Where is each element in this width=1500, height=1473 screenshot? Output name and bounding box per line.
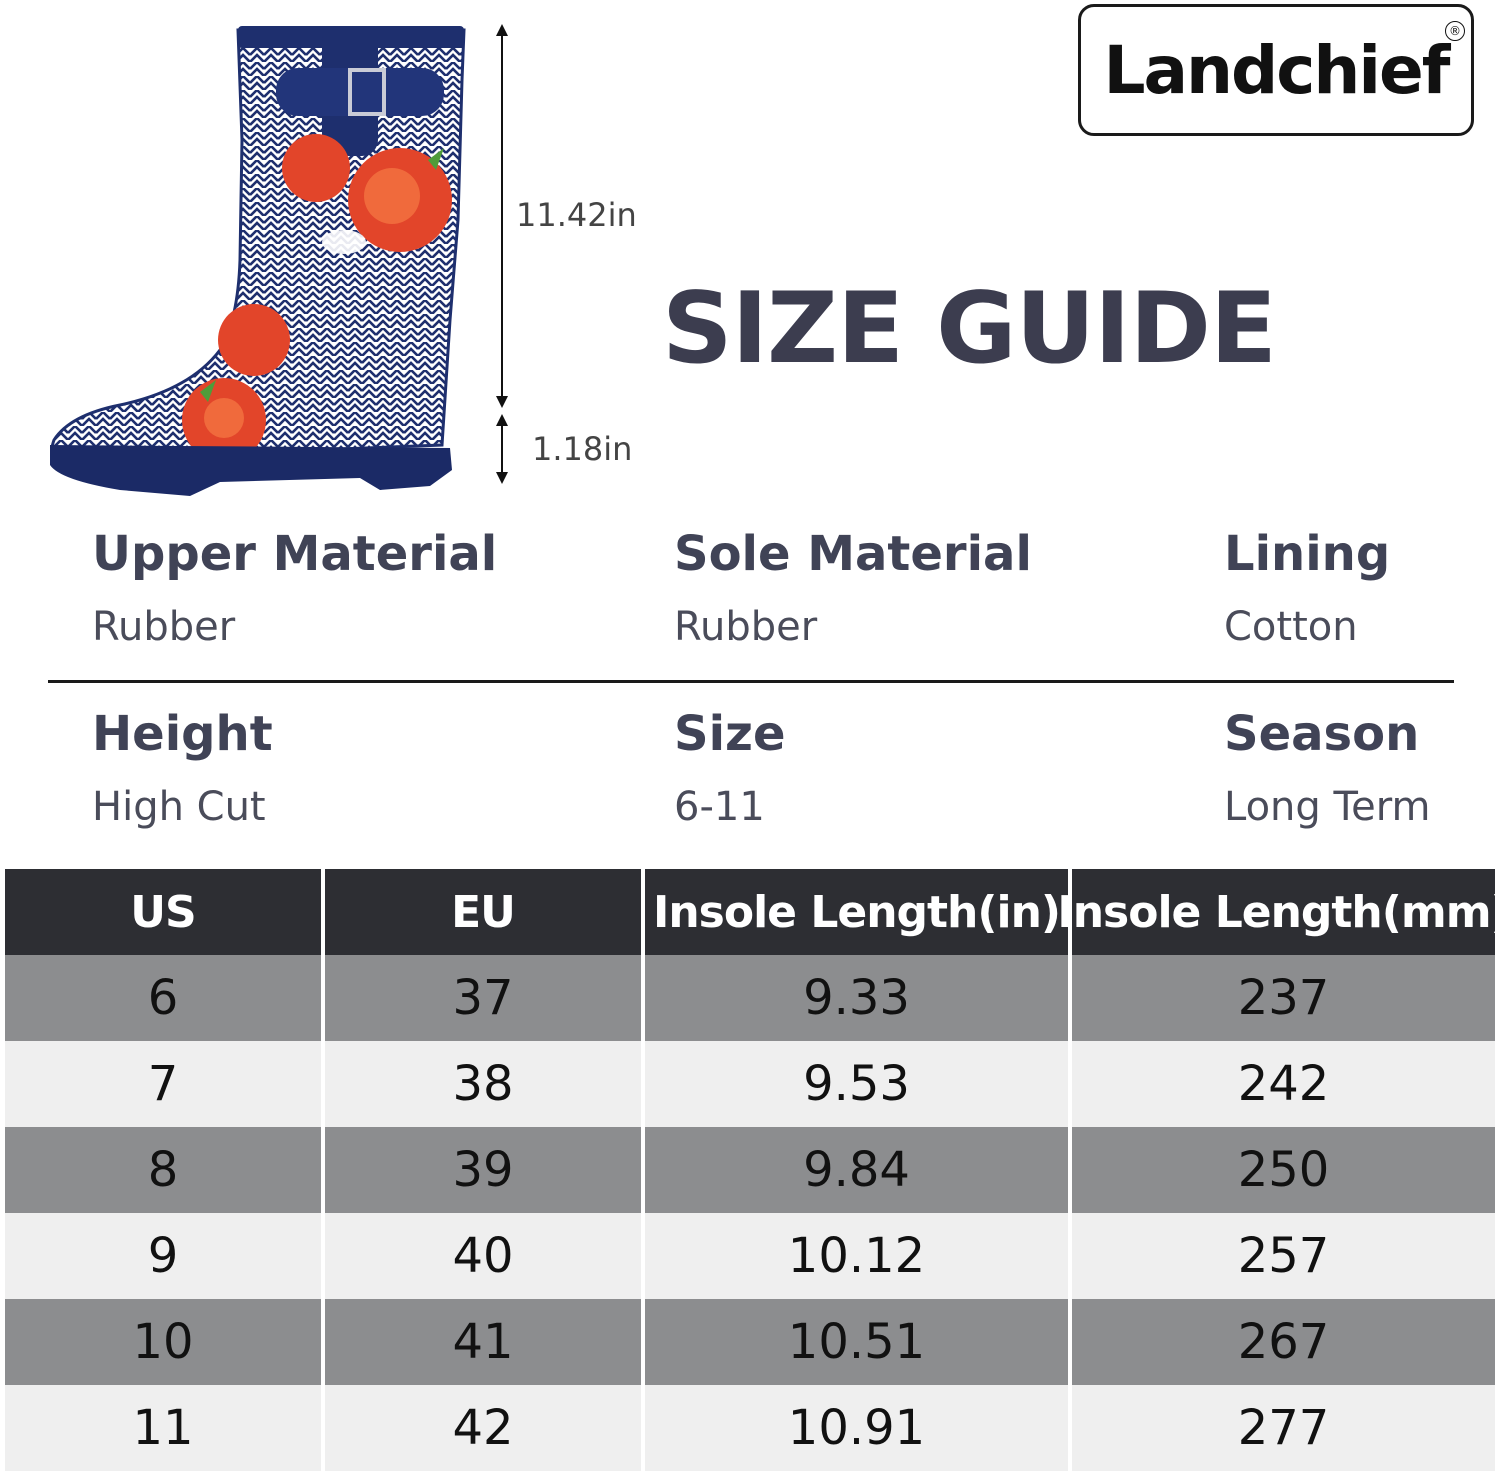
spec-value-lining: Cotton [1224,604,1358,650]
spec-label-lining: Lining [1224,526,1391,582]
table-header-row: US EU Insole Length(in) Insole Length(mm… [5,869,1500,955]
registered-mark: ® [1445,21,1465,41]
table-row: 7 38 9.53 242 [5,1041,1495,1127]
table-cell: 9 [5,1213,325,1299]
page-title: SIZE GUIDE [662,272,1277,386]
table-cell: 7 [5,1041,325,1127]
table-cell: 40 [325,1213,645,1299]
table-cell: 257 [1072,1213,1495,1299]
spec-value-sole-material: Rubber [674,604,818,650]
spec-value-height: High Cut [92,784,266,830]
size-chart-table: US EU Insole Length(in) Insole Length(mm… [5,869,1500,1471]
spec-value-upper-material: Rubber [92,604,236,650]
table-cell: 9.53 [645,1041,1072,1127]
table-row: 9 40 10.12 257 [5,1213,1495,1299]
brand-logo: Landchief ® [1078,4,1474,136]
rain-boot-image [50,26,466,496]
column-header-eu: EU [325,869,645,955]
table-row: 10 41 10.51 267 [5,1299,1495,1385]
table-cell: 41 [325,1299,645,1385]
table-cell: 237 [1072,955,1495,1041]
table-row: 8 39 9.84 250 [5,1127,1495,1213]
spec-label-upper-material: Upper Material [92,526,498,582]
table-cell: 250 [1072,1127,1495,1213]
table-cell: 8 [5,1127,325,1213]
table-cell: 37 [325,955,645,1041]
spec-label-size: Size [674,706,786,762]
table-cell: 9.33 [645,955,1072,1041]
section-divider [48,680,1454,683]
table-cell: 9.84 [645,1127,1072,1213]
table-cell: 10 [5,1299,325,1385]
table-cell: 11 [5,1385,325,1471]
spec-value-season: Long Term [1224,784,1431,830]
table-cell: 10.91 [645,1385,1072,1471]
table-cell: 10.12 [645,1213,1072,1299]
table-row: 11 42 10.91 277 [5,1385,1495,1471]
column-header-us: US [5,869,325,955]
upper-height-label: 11.42in [516,196,637,234]
table-row: 6 37 9.33 237 [5,955,1495,1041]
table-cell: 267 [1072,1299,1495,1385]
spec-label-sole-material: Sole Material [674,526,1032,582]
brand-logo-text: Landchief [1103,31,1450,109]
column-header-insole-mm: Insole Length(mm) [1057,869,1500,955]
height-dimension-arrows [496,24,508,484]
table-cell: 277 [1072,1385,1495,1471]
column-header-insole-in: Insole Length(in) [645,869,1072,955]
spec-label-season: Season [1224,706,1420,762]
spec-value-size: 6-11 [674,784,765,830]
table-cell: 242 [1072,1041,1495,1127]
spec-label-height: Height [92,706,273,762]
table-cell: 6 [5,955,325,1041]
table-cell: 38 [325,1041,645,1127]
table-cell: 42 [325,1385,645,1471]
table-cell: 10.51 [645,1299,1072,1385]
heel-height-label: 1.18in [532,430,633,468]
table-cell: 39 [325,1127,645,1213]
